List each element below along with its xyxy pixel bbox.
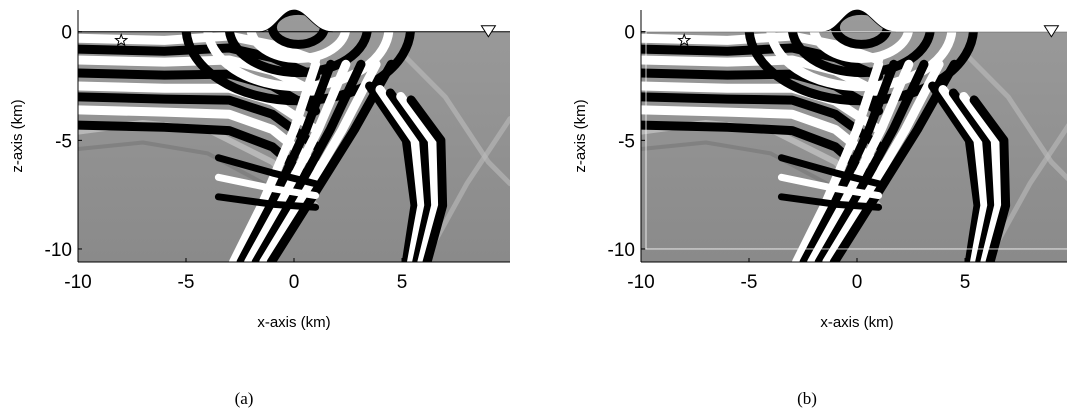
- x-tick-label: -5: [178, 272, 195, 293]
- figure: -10-5050-5-10x-axis (km)z-axis (km)(a)-1…: [0, 0, 1067, 412]
- x-tick-label: 0: [289, 272, 300, 293]
- y-tick-label: -5: [55, 131, 72, 152]
- panel: -10 -5 0 5 0 -5 -10 x-axis (km) z-axis (km) (b): [572, 0, 1067, 408]
- y-tick-label: 0: [624, 23, 635, 44]
- x-tick-label: 5: [397, 272, 408, 293]
- panel: -10 -5 0 5 0 -5 -10 x-axis (km) z-axis (km) (a): [9, 0, 510, 408]
- wavefield: [641, 0, 1067, 262]
- y-axis-label: z-axis (km): [572, 99, 589, 172]
- x-tick-label: -10: [64, 272, 91, 293]
- x-tick-label: 0: [852, 272, 863, 293]
- wavefield: [78, 0, 510, 262]
- y-tick-label: -5: [618, 131, 635, 152]
- x-axis-label: x-axis (km): [820, 314, 893, 331]
- caption: (a): [235, 389, 254, 408]
- y-tick-label: 0: [61, 23, 72, 44]
- x-tick-label: -10: [627, 272, 654, 293]
- x-tick-label: 5: [960, 272, 971, 293]
- x-tick-label: -5: [741, 272, 758, 293]
- caption: (b): [797, 389, 817, 408]
- y-tick-label: -10: [608, 240, 635, 261]
- y-tick-label: -10: [45, 240, 72, 261]
- y-axis-label: z-axis (km): [9, 99, 26, 172]
- x-axis-label: x-axis (km): [257, 314, 330, 331]
